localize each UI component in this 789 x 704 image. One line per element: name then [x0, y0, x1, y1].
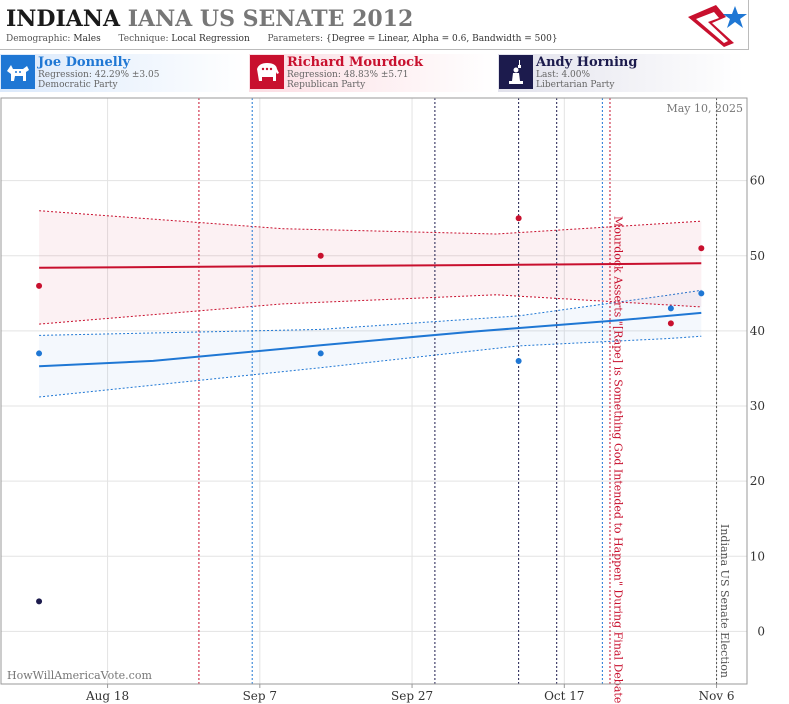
y-tick-label: 40	[750, 324, 765, 338]
x-tick-label: Sep 27	[391, 689, 433, 703]
confidence-band	[39, 290, 702, 397]
regression-lines	[39, 262, 702, 368]
poll-point	[36, 350, 43, 357]
plot-frame	[0, 97, 748, 685]
event-annotation: Indiana US Senate Election	[718, 524, 731, 678]
candidate-card-horning: Andy Horning Last: 4.00% Libertarian Par…	[498, 54, 744, 92]
candidate-party: Democratic Party	[38, 80, 118, 90]
poll-point	[36, 598, 43, 605]
page-title: INDIANA IANA US SENATE 2012	[6, 6, 413, 32]
event-lines	[198, 98, 718, 684]
poll-point	[667, 320, 674, 327]
confidence-band	[39, 210, 702, 325]
poll-chart: Mourdock Asserts "[Rape] is Something Go…	[0, 97, 765, 703]
demographic-label: Demographic:	[6, 34, 71, 44]
parameters-value: {Degree = Linear, Alpha = 0.6, Bandwidth…	[325, 34, 558, 44]
x-tick-label: Aug 18	[85, 689, 129, 703]
y-tick-label: 10	[750, 549, 765, 563]
event-annotation: Mourdock Asserts "[Rape] is Something Go…	[612, 216, 625, 703]
confidence-bands	[39, 210, 702, 398]
regression-line	[39, 262, 702, 269]
x-tick-label: Oct 17	[544, 689, 584, 703]
date-stamp: May 10, 2025	[666, 102, 743, 115]
demographic-value: Males	[73, 34, 101, 44]
liberty-icon	[499, 55, 533, 89]
candidate-party: Republican Party	[287, 80, 366, 90]
technique-label: Technique:	[118, 34, 169, 44]
annotations: Mourdock Asserts "[Rape] is Something Go…	[612, 216, 732, 703]
candidate-name: Joe Donnelly	[38, 55, 131, 70]
axes: 0 10 20 30 40 50 60 Aug 18 Sep 7 Sep 27 Oct 17 Nov …	[0, 97, 765, 703]
y-tick-label: 50	[750, 249, 765, 263]
title-state: INDIANA	[6, 6, 121, 32]
candidate-name: Andy Horning	[536, 55, 638, 70]
y-tick-label: 60	[750, 174, 765, 188]
poll-points	[36, 215, 705, 605]
parameters-label: Parameters:	[267, 34, 323, 44]
poll-point	[698, 245, 705, 252]
upper-bound-line	[39, 210, 702, 235]
parameters-line: Demographic: Males Technique: Local Regr…	[6, 34, 558, 44]
y-tick-label: 30	[750, 399, 765, 413]
donkey-icon	[1, 55, 35, 89]
y-tick-label: 20	[750, 474, 765, 488]
lower-bound-line	[39, 335, 702, 398]
header-panel: INDIANA IANA US SENATE 2012 Demographic:…	[0, 0, 749, 50]
poll-point	[698, 290, 705, 297]
candidate-stat: Last: 4.00%	[536, 70, 591, 80]
candidate-card-mourdock: Richard Mourdock Regression: 48.83% ±5.7…	[249, 54, 495, 92]
x-tick-label: Sep 7	[243, 689, 277, 703]
poll-point	[317, 252, 324, 259]
poll-point	[515, 357, 522, 364]
poll-point	[515, 215, 522, 222]
poll-point	[667, 305, 674, 312]
candidate-stat: Regression: 42.29% ±3.05	[38, 70, 160, 80]
site-logo	[688, 5, 747, 47]
poll-point	[317, 350, 324, 357]
candidate-party: Libertarian Party	[536, 80, 615, 90]
technique-value: Local Regression	[171, 34, 250, 44]
lower-bound-line	[39, 294, 702, 325]
regression-line	[39, 311, 702, 368]
poll-point	[36, 282, 43, 289]
x-tick-label: Nov 6	[699, 689, 735, 703]
candidate-stat: Regression: 48.83% ±5.71	[287, 70, 409, 80]
candidate-card-donnelly: Joe Donnelly Regression: 42.29% ±3.05 De…	[0, 54, 246, 92]
elephant-icon	[250, 55, 284, 89]
y-tick-label: 0	[757, 624, 765, 638]
watermark: HowWillAmericaVote.com	[7, 669, 152, 682]
candidate-name: Richard Mourdock	[287, 55, 424, 70]
grid-lines	[1, 98, 747, 684]
title-race: IANA US SENATE 2012	[127, 6, 414, 32]
